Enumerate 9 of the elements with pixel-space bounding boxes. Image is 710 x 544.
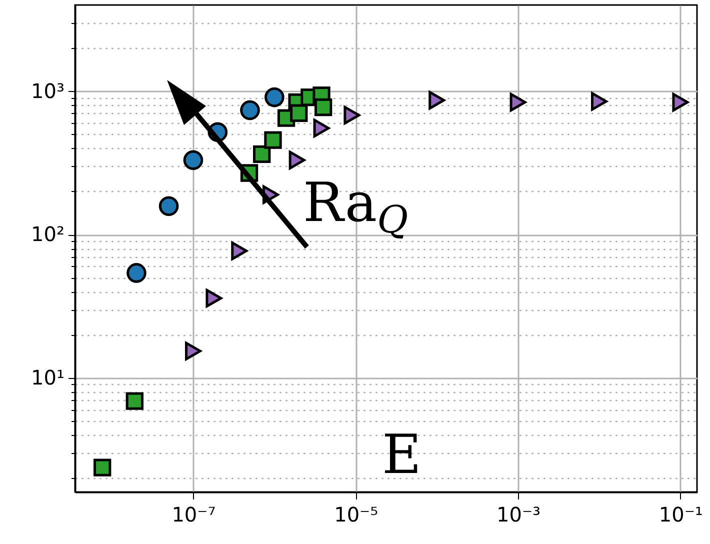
y-tick-label: 10¹ [31,365,64,390]
annotation: E [382,423,422,486]
y-tick-label: 10² [31,222,64,246]
annotation: Ra$_{Q}$ [303,171,408,242]
x-tick-label: 10⁻⁵ [334,502,378,526]
x-tick-label: 10⁻³ [496,502,541,526]
x-tick-label: 10⁻¹ [658,502,703,526]
x-tick-label: 10⁻⁷ [172,502,216,526]
y-tick-label: 10³ [31,78,64,103]
